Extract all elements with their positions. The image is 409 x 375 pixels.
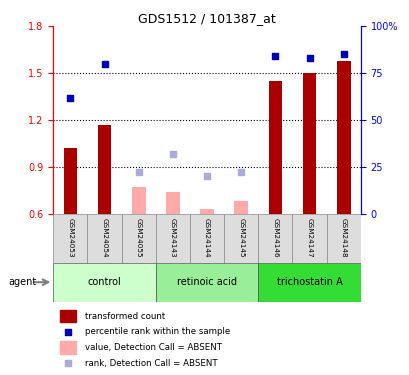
Point: [272, 53, 278, 59]
Text: GSM24146: GSM24146: [272, 218, 278, 258]
Bar: [224, 214, 258, 262]
Point: [169, 151, 176, 157]
Bar: [97, 124, 111, 214]
Point: [306, 55, 312, 61]
Bar: [258, 262, 360, 302]
Text: value, Detection Call = ABSENT: value, Detection Call = ABSENT: [85, 343, 221, 352]
Bar: [292, 214, 326, 262]
Point: [65, 360, 71, 366]
Bar: [63, 148, 77, 214]
Bar: [132, 187, 145, 214]
Bar: [234, 201, 247, 214]
Bar: [87, 214, 121, 262]
Text: percentile rank within the sample: percentile rank within the sample: [85, 327, 229, 336]
Point: [135, 170, 142, 176]
Bar: [189, 214, 224, 262]
Text: GSM24144: GSM24144: [204, 218, 209, 258]
Bar: [336, 61, 350, 214]
Bar: [155, 214, 189, 262]
Bar: [60, 341, 76, 354]
Text: GSM24143: GSM24143: [169, 218, 175, 258]
Text: transformed count: transformed count: [85, 312, 164, 321]
Point: [101, 61, 108, 67]
Text: trichostatin A: trichostatin A: [276, 277, 342, 287]
Point: [339, 51, 346, 57]
Bar: [53, 214, 87, 262]
Text: GSM24053: GSM24053: [67, 218, 73, 258]
Bar: [268, 81, 281, 214]
Bar: [302, 73, 316, 214]
Text: rank, Detection Call = ABSENT: rank, Detection Call = ABSENT: [85, 359, 217, 368]
Point: [65, 328, 71, 334]
Bar: [60, 310, 76, 322]
Bar: [258, 214, 292, 262]
Text: agent: agent: [8, 277, 36, 287]
Point: [237, 170, 244, 176]
Text: GSM24148: GSM24148: [340, 218, 346, 258]
Text: GSM24055: GSM24055: [135, 218, 142, 258]
Point: [67, 94, 74, 100]
Title: GDS1512 / 101387_at: GDS1512 / 101387_at: [138, 12, 275, 25]
Bar: [326, 214, 360, 262]
Text: control: control: [88, 277, 121, 287]
Bar: [200, 209, 213, 214]
Text: GSM24145: GSM24145: [238, 218, 244, 258]
Text: retinoic acid: retinoic acid: [177, 277, 236, 287]
Text: GSM24147: GSM24147: [306, 218, 312, 258]
Bar: [121, 214, 155, 262]
Bar: [155, 262, 258, 302]
Point: [203, 173, 210, 179]
Bar: [166, 192, 179, 214]
Text: GSM24054: GSM24054: [101, 218, 107, 258]
Bar: [53, 262, 155, 302]
